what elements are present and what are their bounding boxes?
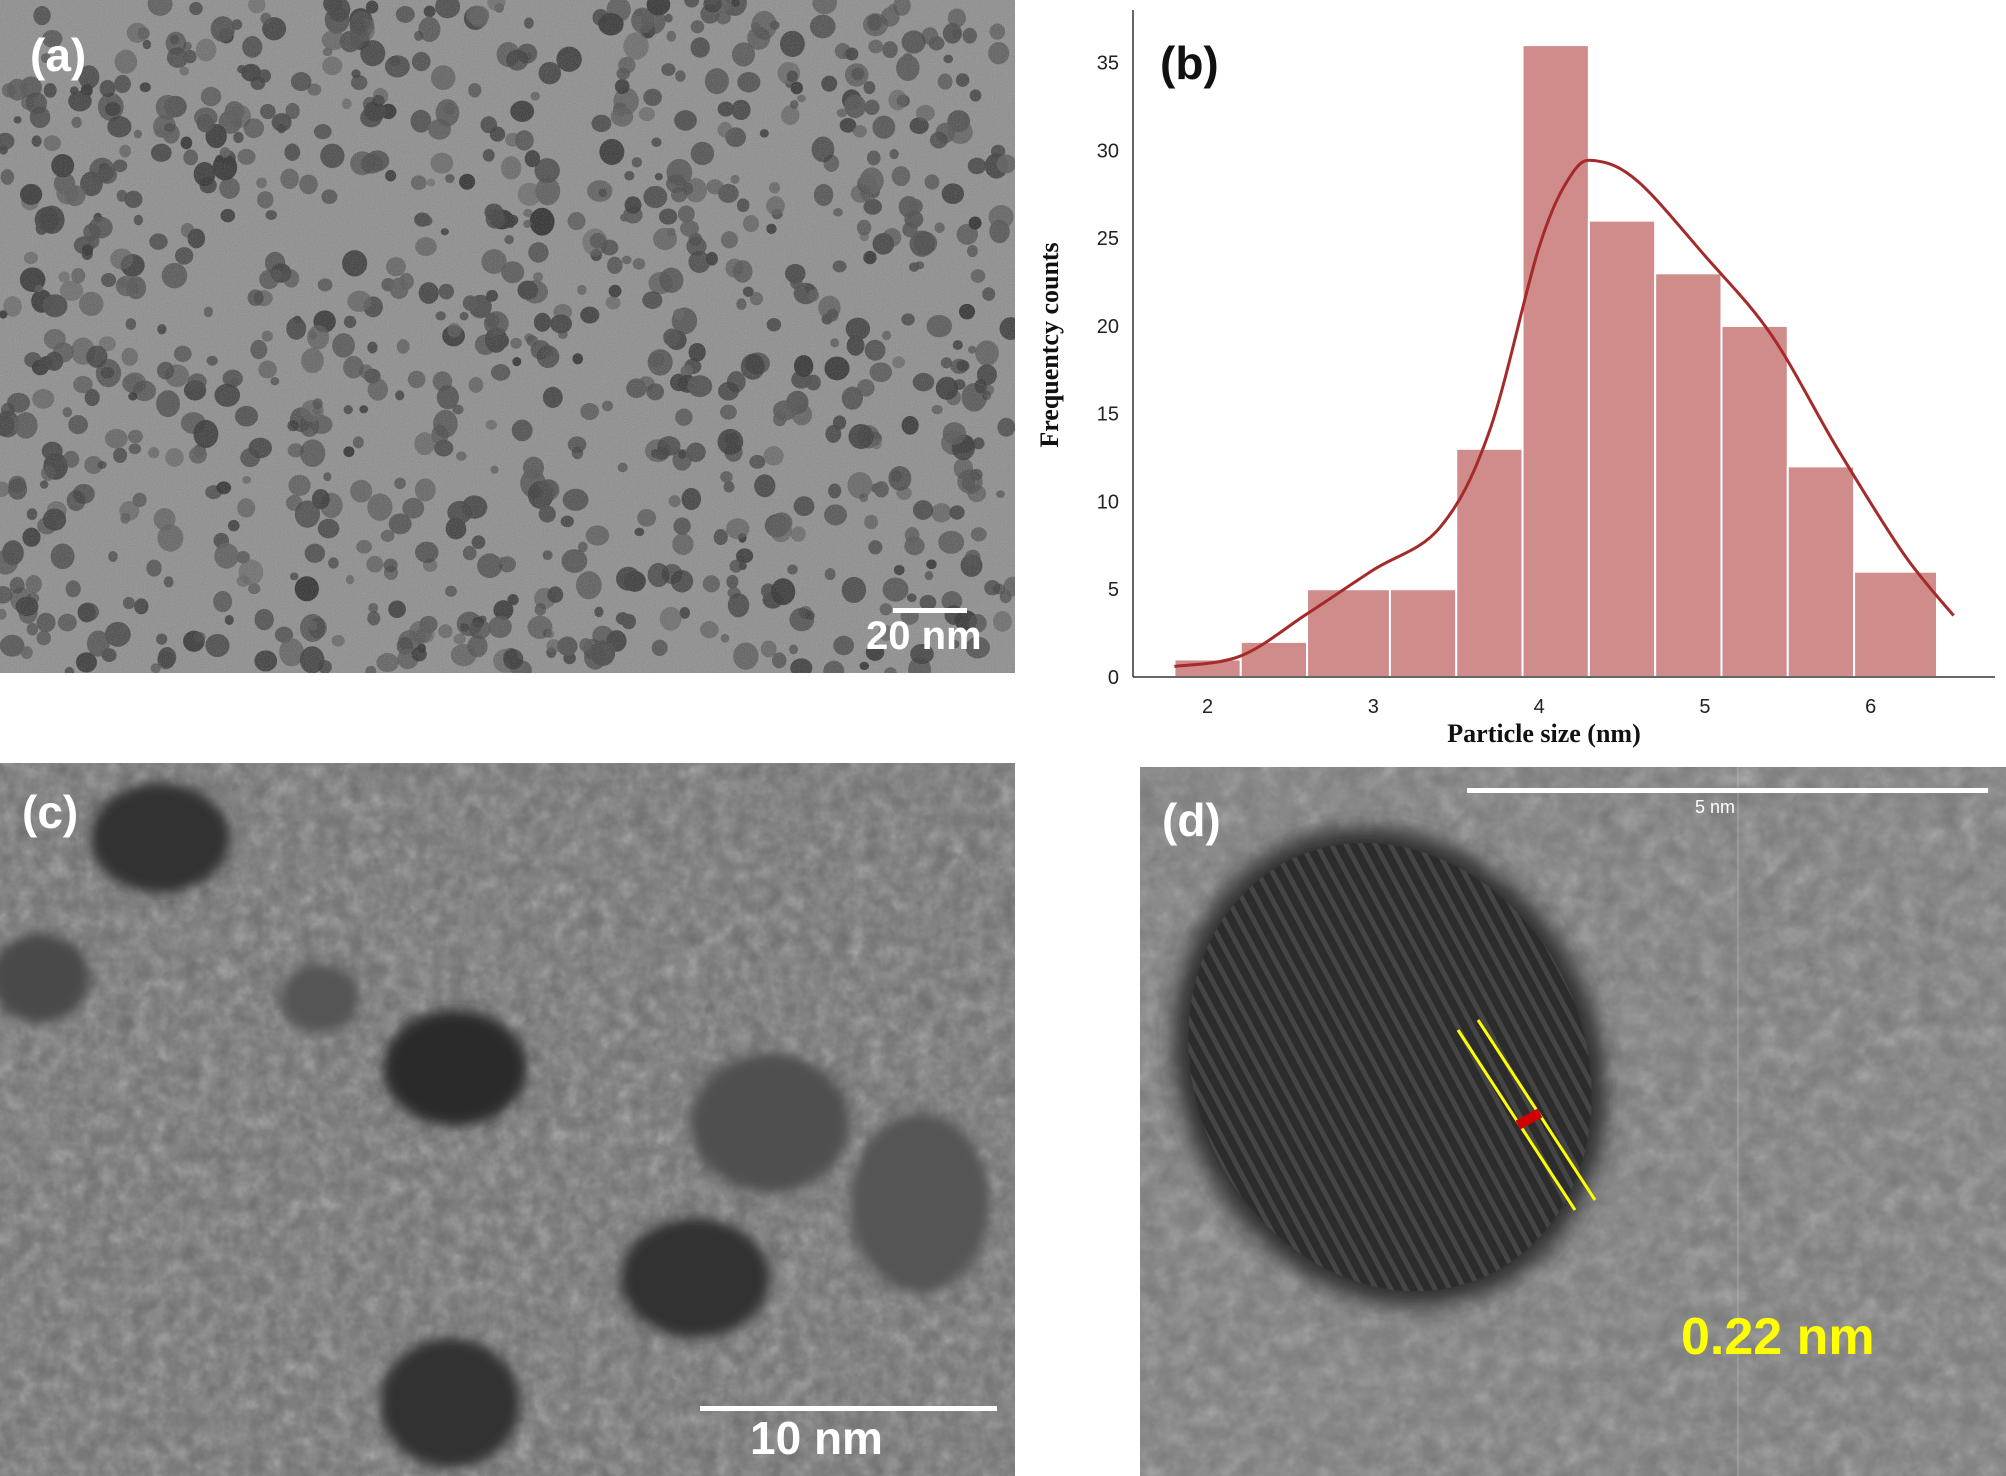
y-tick-label: 5 (1108, 579, 1119, 601)
y-tick-label: 30 (1097, 140, 1119, 162)
histogram-bar (1521, 44, 1590, 678)
histogram-bar (1853, 570, 1938, 678)
x-tick-label: 3 (1368, 696, 1379, 718)
histogram-bar (1720, 324, 1789, 678)
histogram-bar (1455, 447, 1524, 678)
y-tick-label: 25 (1097, 228, 1119, 250)
tem-image-low-mag: (a) 20 nm (0, 0, 1015, 673)
x-tick-label: 4 (1534, 696, 1545, 718)
hrtem-image: (d) 5 nm 0.22 nm (1140, 767, 2006, 1476)
kde-curve (1174, 158, 1955, 668)
y-tick-label: 0 (1108, 667, 1119, 689)
x-tick-label: 6 (1865, 696, 1876, 718)
x-axis-title: Particle size (nm) (1447, 719, 1640, 748)
y-tick-label: 35 (1097, 53, 1119, 75)
scale-bar-c (700, 1406, 997, 1411)
y-tick-label: 20 (1097, 316, 1119, 338)
tem-micrograph-c (0, 763, 1015, 1476)
tem-micrograph-d (1140, 767, 2006, 1476)
panel-label-d: (d) (1162, 794, 1221, 846)
y-tick-label: 15 (1097, 404, 1119, 426)
panel-label-b: (b) (1160, 37, 1219, 89)
histogram-bar (1587, 219, 1657, 678)
histogram-bar (1654, 272, 1723, 678)
lattice-annotation (1456, 788, 1988, 1211)
tem-micrograph-a (0, 0, 1015, 673)
histogram-bar (1786, 465, 1856, 678)
x-tick-label: 5 (1699, 696, 1710, 718)
scale-bar-a (893, 608, 967, 613)
scale-bar-d (1467, 788, 1988, 793)
tem-image-medium-mag: (c) 10 nm (0, 763, 1015, 1476)
histogram-bar (1388, 588, 1458, 678)
histogram-bar (1306, 588, 1391, 678)
panel-label-c: (c) (22, 786, 79, 838)
x-tick-label: 2 (1202, 696, 1213, 718)
y-tick-label: 10 (1097, 491, 1119, 513)
scale-bar-label-c: 10 nm (750, 1412, 883, 1464)
scale-bar-label-d: 5 nm (1695, 797, 1736, 817)
y-axis-title: Frequentcy counts (1035, 242, 1064, 447)
panel-label-a: (a) (30, 29, 87, 81)
lattice-spacing-label: 0.22 nm (1681, 1308, 1875, 1366)
scale-bar-label-a: 20 nm (866, 614, 982, 658)
histogram-bar (1239, 640, 1309, 678)
